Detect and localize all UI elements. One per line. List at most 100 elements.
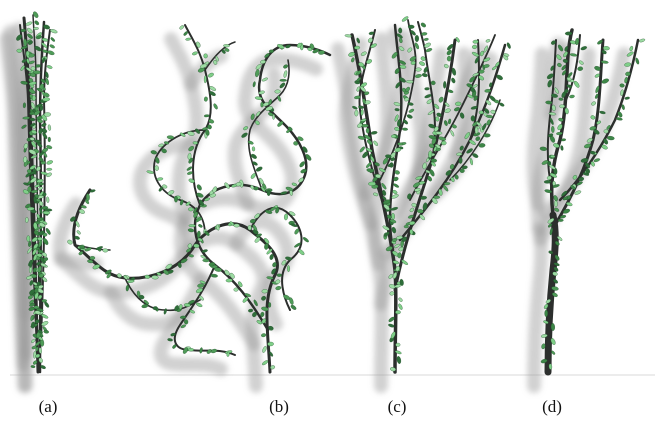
leaf [223,44,229,47]
leaf [544,180,551,184]
leaf [419,61,426,67]
leaf [354,46,360,50]
leaf [560,145,563,150]
leaf [421,32,427,36]
leaf [565,32,572,36]
leaf [415,68,421,72]
leaf [25,21,32,26]
leaf [157,177,163,180]
leaf [554,200,557,207]
leaf [275,90,281,94]
leaf [81,205,87,209]
leaf [44,301,50,308]
leaf [456,153,462,156]
leaf [196,184,202,191]
leaf [431,158,437,162]
panel-label: (b) [269,397,289,416]
leaf [103,248,109,252]
leaf [213,103,219,110]
leaf [34,20,40,26]
leaf [450,130,455,137]
leaf [152,275,159,279]
leaf [32,95,36,100]
leaf [41,122,47,127]
leaf [451,77,456,83]
leaf [185,38,191,41]
leaf [43,330,49,334]
leaf [415,35,419,42]
leaf [261,333,266,337]
leaf [50,29,58,34]
leaf [39,182,44,185]
leaf [455,102,461,106]
leaf [616,117,623,121]
leaf [214,267,222,272]
leaf [277,274,282,277]
leaf [184,319,188,324]
leaf [559,105,564,108]
leaf [31,66,36,70]
leaf [269,254,274,260]
leaf [479,111,484,114]
leaf [506,42,511,49]
leaf [366,128,369,133]
page: {"figure": {"labels": ["(a)", "(b)", "(c… [0,0,662,425]
leaf [163,308,167,314]
leaf [196,302,203,308]
leaf [398,143,403,146]
leaf [44,112,51,116]
leaf [561,138,566,141]
leaf [47,50,55,56]
leaf [253,186,258,190]
leaf [50,37,55,42]
leaf [607,136,615,141]
leaf [267,342,273,346]
leaf [180,316,186,319]
leaf [420,22,426,28]
leaf [192,51,198,56]
leaf [86,194,90,201]
leaf [396,343,401,347]
shadow [171,39,197,219]
leaf [371,131,378,135]
leaf [601,78,609,84]
leaf [67,239,74,245]
leaf [183,31,188,37]
leaf [280,79,287,81]
leaf [203,259,210,262]
leaf [167,135,174,139]
leaf [471,115,475,121]
leaf [43,211,50,214]
leaf [262,77,269,82]
shadow [19,29,25,314]
leaf [441,141,446,145]
leaf [234,288,239,292]
leaf [290,304,297,310]
leaf [302,236,309,242]
leaf [545,101,552,105]
leaf [485,39,490,43]
leaf [188,207,193,211]
leaf [629,46,633,52]
shadow [534,54,542,204]
leaf [573,80,580,88]
leaf [354,110,358,116]
leaf [460,169,465,173]
leaf [203,53,207,58]
leaf [252,147,255,152]
leaf [398,303,404,310]
leaf [459,157,463,163]
leaf [45,78,49,85]
leaf [393,183,400,188]
leaf [127,280,134,284]
leaf [402,128,408,131]
leaf [42,97,50,101]
leaf [261,360,268,366]
leaf [193,244,199,248]
leaf [545,310,548,317]
leaf [406,80,414,83]
leaf [625,97,630,100]
leaf [287,265,290,271]
leaf [451,68,456,76]
leaf [25,217,28,223]
